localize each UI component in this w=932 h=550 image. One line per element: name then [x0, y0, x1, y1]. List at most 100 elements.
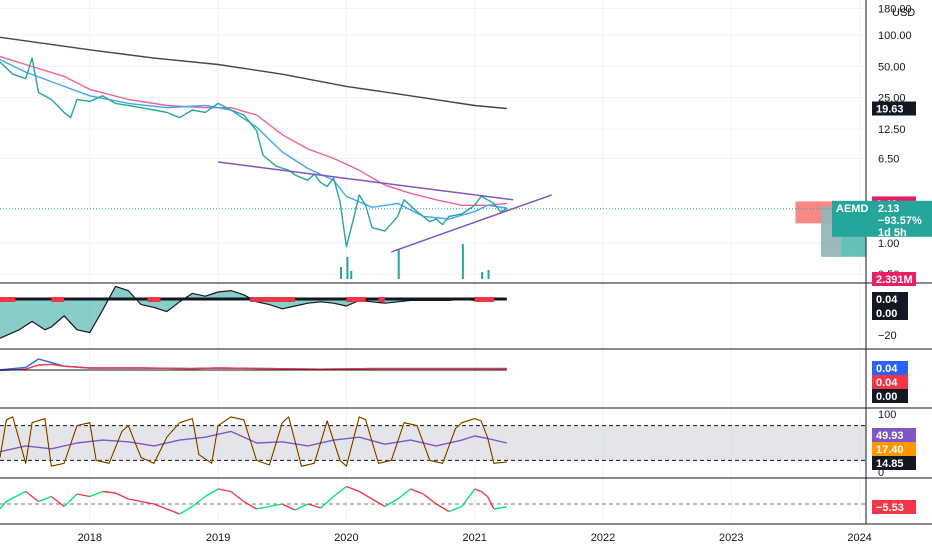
price-tag: 0.00: [872, 389, 908, 403]
price-tag-bg: [872, 306, 908, 320]
oscillator-segment: [371, 498, 386, 508]
price-tag: 0.00: [872, 306, 908, 320]
oscillator-segment: [128, 498, 142, 503]
oscillator-segment: [102, 490, 116, 494]
price-tag: 17.40: [872, 442, 916, 456]
currency-label: USD: [892, 7, 915, 19]
oscillator-segment: [179, 505, 193, 515]
price-tag-bg: [872, 272, 916, 286]
oscillator-segment: [269, 503, 283, 508]
oscillator-pane-3[interactable]: [0, 485, 866, 515]
oscillator-segment: [480, 490, 488, 498]
oscillator-segment: [12, 490, 26, 499]
stochastic-rsi-pane[interactable]: [0, 416, 866, 467]
x-tick-label: 2019: [206, 532, 230, 544]
overbought-oversold-band: [0, 425, 866, 461]
price-tag-text: 2.391M: [876, 274, 913, 286]
price-tag-bg: [872, 101, 916, 116]
price-tag-text: 19.63: [876, 104, 904, 116]
oscillator-segment: [6, 497, 14, 503]
trendline: [218, 161, 514, 201]
oscillator-segment: [397, 488, 411, 500]
price-tag-text: 49.93: [876, 430, 904, 442]
signal-segment: [0, 297, 16, 302]
oscillator-segment: [89, 490, 103, 498]
price-tag-text: 14.85: [876, 458, 904, 470]
price-tag: 14.85: [872, 456, 916, 470]
series-k-outline: [0, 416, 507, 467]
oscillator-segment: [294, 503, 309, 511]
oscillator-segment: [140, 500, 155, 505]
price-tag: 0.04: [872, 361, 908, 375]
price-tag-bg: [872, 500, 916, 514]
oscillator-segment: [461, 488, 476, 507]
oscillator-segment: [63, 493, 78, 508]
oscillator-segment: [230, 490, 245, 503]
x-tick-label: 2020: [334, 532, 358, 544]
oscillator-segment: [192, 495, 206, 508]
price-tags: 19.632.402.192.17AEMD2.13−93.57%1d 5h2.3…: [832, 101, 932, 514]
price-tag-text: 0.04: [876, 294, 898, 306]
price-tag-bg: [872, 456, 916, 470]
series-ema20: [0, 58, 507, 220]
y-tick-label: 50.00: [878, 61, 906, 73]
x-tick-label: 2021: [462, 532, 486, 544]
oscillator-segment: [500, 506, 507, 509]
oscillator-pane-2[interactable]: [0, 358, 507, 372]
price-tag: 0.04: [872, 292, 908, 306]
last-price-tag: AEMD 2.13−93.57%1d 5h: [832, 200, 932, 239]
volume-bar: [487, 270, 490, 279]
signal-segment: [250, 297, 296, 302]
signal-segment: [346, 297, 366, 302]
oscillator-segment: [410, 488, 424, 495]
oscillator-segment: [422, 493, 437, 505]
x-tick-label: 2023: [719, 532, 743, 544]
oscillator-segment: [493, 507, 501, 510]
volume-bar: [481, 272, 484, 279]
oscillator-segment: [243, 500, 257, 510]
x-tick-label: 2024: [847, 532, 871, 544]
oscillator-pane-1[interactable]: [0, 285, 507, 339]
oscillator-segment: [0, 501, 7, 510]
oscillator-segment: [435, 503, 450, 513]
change-text: −93.57%: [878, 215, 922, 227]
oscillator-segment: [320, 495, 335, 509]
oscillator-segment: [333, 485, 347, 498]
oscillator-segment: [384, 498, 399, 508]
oscillator-segment: [474, 488, 482, 493]
price-tag-text: 0.00: [876, 308, 897, 320]
signal-segment: [147, 297, 161, 302]
oscillator-segment: [346, 485, 360, 493]
countdown-text: 1d 5h: [878, 227, 907, 239]
signal-segment: [378, 297, 385, 302]
price-tag: 2.391M: [872, 272, 916, 286]
oscillator-segment: [448, 505, 463, 513]
series-line_b: [0, 363, 507, 372]
oscillator-segment: [115, 492, 129, 500]
signal-segment: [474, 297, 494, 302]
price-tag-bg: [872, 375, 908, 389]
oscillator-segment: [281, 503, 296, 511]
x-tick-label: 2022: [591, 532, 615, 544]
y-tick-label: 100.00: [878, 30, 912, 42]
oscillator-segment: [358, 490, 373, 500]
oscillator-segment: [38, 495, 52, 503]
oscillator-segment: [204, 488, 219, 498]
symbol-text: AEMD: [836, 203, 868, 215]
y-tick-label: 180.00: [878, 3, 912, 15]
last-price-text: 2.13: [878, 203, 899, 215]
oscillator-segment: [217, 488, 232, 493]
series-sma200: [0, 36, 507, 110]
signal-segment: [51, 297, 65, 302]
oscillator-segment: [76, 493, 90, 498]
y-tick-label: 12.50: [878, 124, 906, 136]
oscillator-segment: [307, 503, 321, 509]
oscillator-segment: [25, 490, 39, 503]
oscillator-segment: [256, 505, 270, 510]
series-close: [0, 57, 508, 248]
y-tick-label: 6.50: [878, 153, 899, 165]
oscillator-segment: [50, 495, 65, 508]
oscillator-area: [0, 286, 507, 339]
